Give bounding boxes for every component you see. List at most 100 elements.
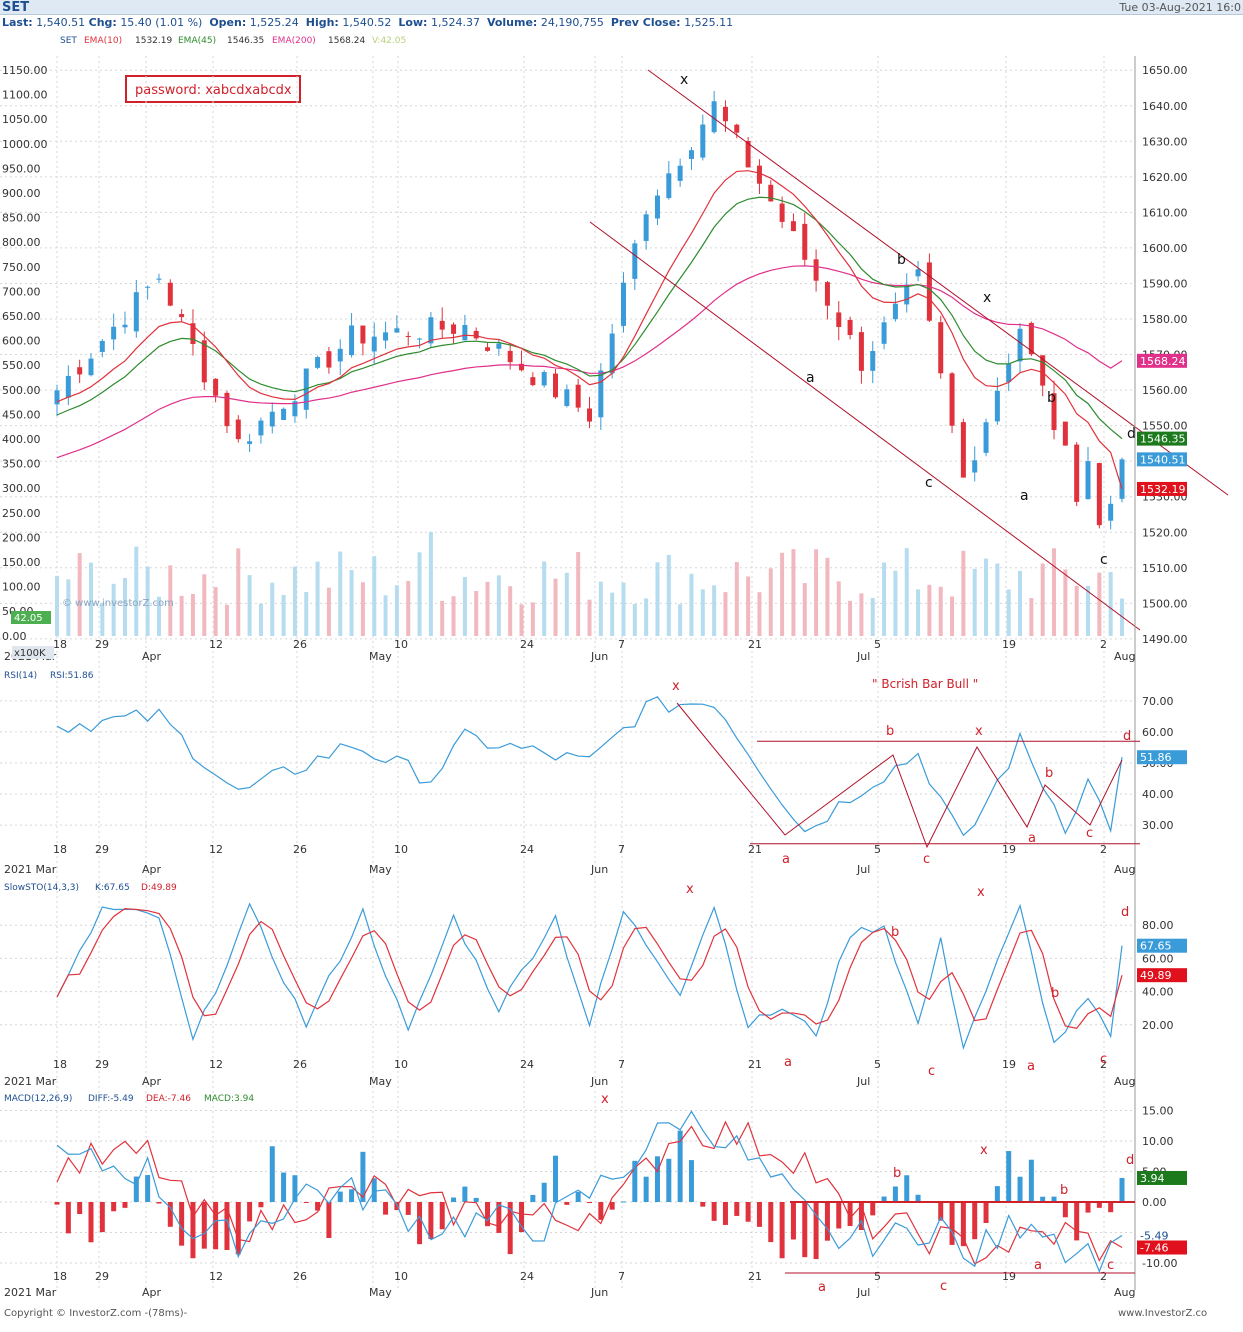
x-axis-tick: 10 [394, 1058, 408, 1071]
candle-body [904, 284, 910, 305]
candle-body [768, 184, 774, 202]
volume-axis-tick: 200.00 [2, 531, 41, 544]
macd-histogram-bar [1017, 1176, 1023, 1202]
volume-bar [700, 589, 705, 636]
x-axis-tick: 2 [1100, 638, 1107, 651]
sto-legend: SlowSTO(14,3,3) [4, 883, 79, 893]
volume-bar [134, 546, 139, 636]
volume-bar [406, 580, 411, 636]
candle-body [224, 392, 230, 427]
candle-body [337, 348, 343, 362]
macd-histogram-bar [122, 1202, 128, 1208]
x-axis-tick: 7 [618, 1270, 625, 1283]
volume-axis-tick: 250.00 [2, 507, 41, 520]
macd-histogram-bar [224, 1202, 230, 1250]
volume-bar [825, 557, 830, 636]
candle-body [167, 282, 173, 306]
candle-body [756, 165, 762, 184]
volume-bar [1063, 569, 1068, 636]
x-axis-year: 2021 Mar [4, 1075, 57, 1088]
sto-wave-label-x: x [977, 885, 985, 900]
high-value: 1,540.52 [342, 16, 392, 29]
x-axis-tick: May [369, 650, 392, 663]
password-note-text: password: xabcdxabcdx [135, 83, 292, 98]
macd-histogram-bar [54, 1202, 60, 1205]
macd-histogram-bar [133, 1176, 139, 1202]
candle-body [111, 326, 117, 340]
volume-bar [1120, 598, 1124, 636]
sto-wave-label-c: c [928, 1064, 935, 1079]
legend-volume: V:42.05 [372, 36, 406, 46]
macd-dea-line [56, 1120, 1123, 1265]
volume-bar [1108, 571, 1113, 636]
candle-body [315, 357, 321, 368]
volume-bar [870, 597, 875, 636]
candle-body [473, 330, 479, 339]
volume-bar [848, 600, 853, 636]
volume-bar [156, 596, 161, 636]
x-axis-tick: 21 [748, 1058, 762, 1071]
sto-wave-label-c: c [1100, 1052, 1107, 1067]
macd-histogram-bar [598, 1202, 604, 1220]
x-axis-tick: 18 [53, 1058, 67, 1071]
macd-histogram-bar [643, 1176, 649, 1202]
macd-histogram-bar [609, 1202, 615, 1210]
macd-histogram-bar [949, 1202, 955, 1245]
rsi-wave-label-a: a [782, 852, 790, 867]
macd-axis-tick: 15.00 [1142, 1105, 1174, 1118]
x-axis-tick: 29 [95, 843, 109, 856]
high-label: High: [305, 16, 339, 29]
password-note: password: xabcdxabcdx [125, 75, 301, 103]
x-axis-tick: 26 [293, 1058, 307, 1071]
indicator-panels: 70.00 60.00 5 0.00 40.00 30.00 RSI(14) RSI:51.8… [0, 671, 1187, 1295]
volume-bar [190, 593, 195, 636]
ema200-line [56, 265, 1123, 459]
sto-d-badge: 49.89 [1140, 969, 1172, 982]
volume-bar [77, 553, 82, 636]
macd-histogram-bar [1096, 1202, 1102, 1208]
x-axis-tick: Jun [590, 1286, 608, 1299]
volume-bar [338, 551, 343, 636]
volume-bar [1086, 585, 1091, 636]
volume-bar [496, 575, 501, 636]
macd-histogram-bar [972, 1202, 978, 1240]
macd-histogram-bar [1062, 1202, 1068, 1218]
volume-bar [236, 548, 241, 636]
rsi-wave-label-a: a [1028, 831, 1036, 846]
candle-body [620, 282, 626, 326]
x-axis-tick: 12 [209, 638, 223, 651]
x-axis-tick: Jul [856, 1075, 870, 1088]
price-axis-tick: 1520.00 [1142, 526, 1188, 539]
volume-bar [122, 577, 127, 636]
volume-bar [655, 562, 660, 636]
volume-bar [734, 562, 739, 636]
sto-wave-label-b: b [1051, 986, 1059, 1001]
macd-dea-label: DEA:-7.46 [146, 1094, 191, 1104]
volume-bar [893, 570, 898, 636]
candle-body [292, 401, 298, 417]
x-axis-tick: Aug [1114, 650, 1135, 663]
volume-bar [55, 575, 59, 636]
volume-bar [474, 590, 479, 636]
volume-bar [326, 587, 331, 636]
sto-axis-tick: 20.00 [1142, 1019, 1174, 1032]
candle-body [836, 312, 842, 327]
macd-histogram-bar [519, 1202, 525, 1233]
volume-bar [1029, 598, 1034, 636]
rsi-wave-label-c: c [923, 852, 930, 867]
x-axis-tick: Jun [590, 650, 608, 663]
open-value: 1,525.24 [249, 16, 299, 29]
macd-histogram-bar [768, 1202, 774, 1243]
price-axis-tick: 1590.00 [1142, 277, 1188, 290]
volume-bar [451, 596, 456, 636]
macd-histogram-bar [371, 1178, 377, 1202]
volume-axis-tick: 700.00 [2, 285, 41, 298]
macd-histogram-bar [213, 1202, 219, 1250]
volume-axis-tick: 500.00 [2, 384, 41, 397]
macd-histogram-bar [281, 1172, 287, 1202]
volume-bar [1040, 563, 1045, 636]
macd-hist-badge-bg [1137, 1170, 1187, 1185]
candle-body [405, 335, 411, 337]
volume-axis-tick: 550.00 [2, 359, 41, 372]
macd-histogram-bar [960, 1202, 966, 1247]
